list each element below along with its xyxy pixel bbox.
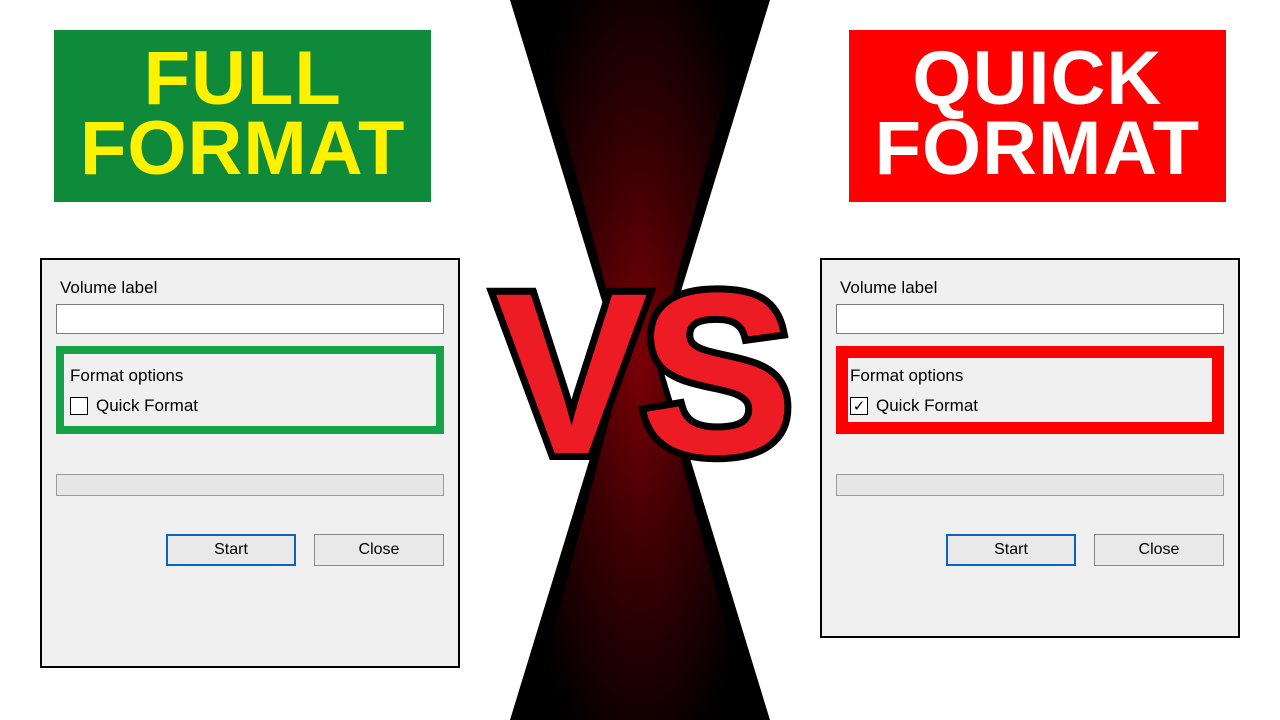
volume-label-caption: Volume label [840,278,1224,298]
quick-format-checkbox-row[interactable]: Quick Format [70,396,430,416]
format-dialog-quick: Volume label Format options ✓ Quick Form… [820,258,1240,638]
quick-format-checkbox-label: Quick Format [96,396,198,416]
dialog-button-row: Start Close [56,534,444,566]
comparison-stage: FULLFORMAT QUICKFORMAT Volume label Form… [0,0,1280,720]
quick-format-title-badge: QUICKFORMAT [849,30,1226,202]
format-progress-bar [836,474,1224,496]
quick-format-checkbox[interactable] [70,397,88,415]
quick-format-checkbox-row[interactable]: ✓ Quick Format [850,396,1210,416]
close-button[interactable]: Close [1094,534,1224,566]
format-options-legend: Format options [70,366,430,386]
quick-format-checkbox-label: Quick Format [876,396,978,416]
format-dialog-full: Volume label Format options Quick Format… [40,258,460,668]
volume-label-caption: Volume label [60,278,444,298]
start-button[interactable]: Start [946,534,1076,566]
format-options-highlight [56,346,444,434]
format-progress-bar [56,474,444,496]
start-button[interactable]: Start [166,534,296,566]
full-format-title-badge: FULLFORMAT [54,30,431,202]
format-options-legend: Format options [850,366,1210,386]
dialog-button-row: Start Close [836,534,1224,566]
volume-label-input[interactable] [56,304,444,334]
quick-format-checkbox[interactable]: ✓ [850,397,868,415]
format-options-group: Format options Quick Format [56,346,444,434]
vs-backdrop [510,0,770,720]
format-options-highlight [836,346,1224,434]
vs-label: VS [495,259,786,489]
format-options-group: Format options ✓ Quick Format [836,346,1224,434]
close-button[interactable]: Close [314,534,444,566]
volume-label-input[interactable] [836,304,1224,334]
